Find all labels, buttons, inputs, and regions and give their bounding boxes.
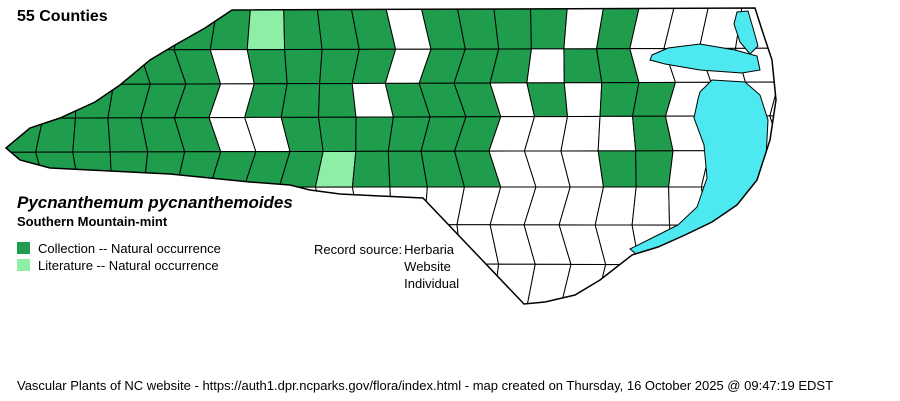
county-shape: [769, 224, 776, 266]
county-shape: [771, 47, 776, 83]
county-shape: [635, 150, 674, 188]
county-shape: [351, 150, 391, 188]
county-shape: [492, 8, 532, 50]
county-shape: [492, 263, 536, 304]
county-shape: [736, 264, 776, 304]
county-shape: [772, 8, 776, 49]
county-shape: [563, 82, 603, 117]
county-shape: [246, 48, 288, 85]
county-shape: [72, 117, 111, 153]
county-shape: [665, 264, 706, 304]
water-body: [649, 43, 761, 74]
record-source-block: Record source: Herbaria Website Individu…: [314, 241, 459, 292]
county-shape: [245, 262, 291, 304]
county-shape: [526, 48, 565, 84]
record-source-value-individual: Individual: [404, 276, 460, 291]
county-shape: [387, 150, 428, 188]
water-body: [733, 10, 759, 55]
legend-item-collection: Collection -- Natural occurrence: [17, 240, 221, 256]
county-shape: [35, 117, 76, 153]
county-shape: [246, 8, 286, 51]
legend: Collection -- Natural occurrence Literat…: [17, 240, 221, 274]
county-shape: [526, 82, 569, 118]
county-shape: [560, 115, 601, 152]
county-shape: [768, 150, 776, 188]
county-shape: [389, 186, 428, 226]
county-shape: [355, 116, 394, 152]
county-shape: [317, 82, 357, 118]
county-shape: [769, 264, 776, 304]
county-shape: [209, 8, 252, 51]
county-shape: [71, 49, 115, 85]
county-shape: [628, 264, 673, 304]
county-shape: [317, 116, 357, 152]
footer-attribution: Vascular Plants of NC website - https://…: [17, 378, 834, 393]
county-shape: [351, 186, 393, 226]
county-count-title: 55 Counties: [17, 8, 108, 25]
county-shape: [284, 48, 323, 85]
county-shape: [6, 49, 40, 86]
county-shape: [769, 81, 776, 117]
record-source-values: Herbaria Website Individual: [404, 241, 459, 292]
county-shape: [104, 8, 152, 51]
county-shape: [176, 151, 222, 188]
county-shape: [244, 223, 292, 265]
county-shape: [74, 83, 115, 119]
record-source-value-website: Website: [404, 259, 451, 274]
county-shape: [768, 186, 776, 226]
county-shape: [6, 83, 44, 119]
county-shape: [702, 264, 742, 304]
collection-color-swatch: [17, 242, 30, 254]
county-shape: [280, 83, 321, 118]
county-shape: [597, 115, 637, 152]
county-shape: [143, 151, 186, 188]
literature-color-swatch: [17, 259, 30, 271]
county-shape: [597, 150, 637, 188]
county-shape: [283, 8, 323, 51]
record-source-value-herbaria: Herbaria: [404, 242, 455, 257]
county-shape: [736, 224, 776, 266]
species-scientific-name: Pycnanthemum pycnanthemoides: [17, 193, 293, 212]
county-shape: [314, 186, 360, 226]
county-shape: [529, 8, 569, 50]
state-outline: [4, 7, 777, 305]
legend-item-literature: Literature -- Natural occurrence: [17, 257, 221, 273]
county-shape: [563, 48, 603, 84]
record-source-label: Record source:: [314, 242, 403, 257]
legend-label-literature: Literature -- Natural occurrence: [38, 257, 219, 273]
county-shape: [38, 49, 77, 85]
county-shape: [769, 115, 776, 152]
county-shape: [315, 8, 360, 50]
county-shape: [109, 151, 149, 188]
county-shape: [631, 186, 671, 226]
county-shape: [704, 224, 745, 266]
legend-label-collection: Collection -- Natural occurrence: [38, 240, 221, 256]
species-common-name: Southern Mountain-mint: [17, 214, 168, 229]
